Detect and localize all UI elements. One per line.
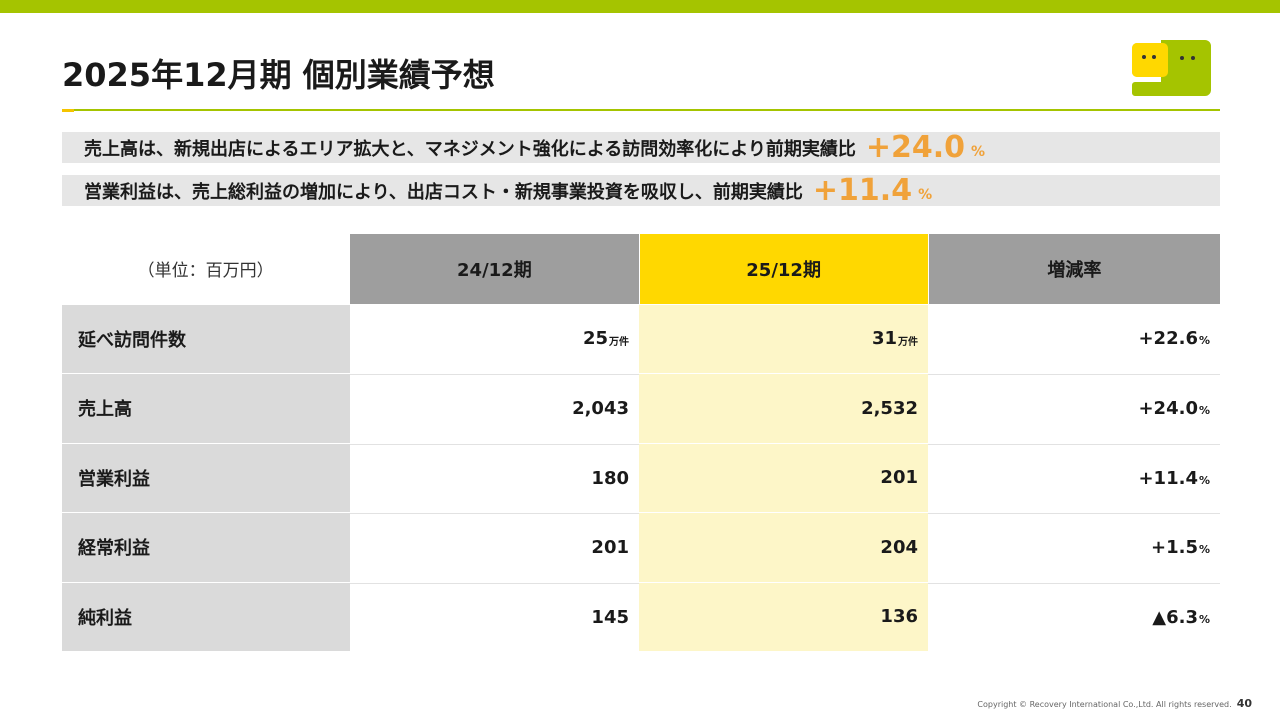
curr-value: 136 — [639, 582, 928, 651]
header-change-rate: 増減率 — [928, 234, 1220, 304]
rate-value: ▲6.3% — [928, 582, 1220, 652]
curr-value: 201 — [639, 443, 928, 512]
top-accent-bar — [0, 0, 1280, 13]
banner-value: +24.0 — [865, 129, 965, 165]
table-header-row: （単位：百万円） 24/12期 25/12期 増減率 — [62, 234, 1220, 304]
prev-value: 201 — [350, 513, 639, 582]
row-label: 純利益 — [62, 582, 350, 651]
banner-text: 売上高は、新規出店によるエリア拡大と、マネジメント強化による訪問効率化により前期… — [84, 138, 856, 160]
rate-value: +24.0% — [928, 374, 1220, 443]
curr-value: 31 万件 — [639, 304, 928, 373]
prev-value: 2,043 — [350, 374, 639, 443]
summary-banner-sales: 売上高は、新規出店によるエリア拡大と、マネジメント強化による訪問効率化により前期… — [62, 132, 1220, 163]
banner-unit: % — [918, 186, 933, 203]
row-label: 営業利益 — [62, 443, 350, 512]
banner-unit: % — [971, 143, 986, 160]
row-label: 売上高 — [62, 374, 350, 443]
prev-value: 25 万件 — [582, 328, 629, 350]
page-title: 2025年12月期 個別業績予想 — [62, 56, 495, 94]
table-row: 営業利益 180 201 +11.4% — [62, 442, 1220, 513]
header-prev-period: 24/12期 — [350, 234, 639, 304]
footer: Copyright © Recovery International Co.,L… — [977, 697, 1252, 710]
banner-text: 営業利益は、売上総利益の増加により、出店コスト・新規事業投資を吸収し、前期実績比 — [84, 181, 803, 203]
table-row: 経常利益 201 204 +1.5% — [62, 512, 1220, 582]
prev-value: 180 — [350, 443, 639, 513]
row-label: 延べ訪問件数 — [62, 304, 350, 373]
banner-value: +11.4 — [812, 172, 913, 208]
row-label: 経常利益 — [62, 513, 350, 582]
forecast-table: （単位：百万円） 24/12期 25/12期 増減率 延べ訪問件数 25 万件 3… — [62, 234, 1220, 651]
table-row: 純利益 145 136 ▲6.3% — [62, 581, 1220, 652]
curr-value: 2,532 — [639, 374, 928, 443]
table-row: 延べ訪問件数 25 万件 31 万件 +22.6% — [62, 303, 1220, 373]
title-underline — [62, 109, 1220, 111]
page-number: 40 — [1236, 697, 1252, 710]
copyright-text: Copyright © Recovery International Co.,L… — [977, 700, 1232, 709]
summary-banner-operating-profit: 営業利益は、売上総利益の増加により、出店コスト・新規事業投資を吸収し、前期実績比… — [62, 175, 1220, 206]
title-underline-accent — [62, 109, 74, 112]
rate-value: +22.6% — [1138, 328, 1210, 350]
prev-value: 145 — [350, 582, 639, 652]
unit-label: （単位：百万円） — [62, 234, 350, 304]
rate-value: +1.5% — [928, 513, 1220, 582]
header-current-period: 25/12期 — [639, 234, 928, 304]
curr-value: 204 — [639, 513, 928, 582]
table-row: 売上高 2,043 2,532 +24.0% — [62, 373, 1220, 443]
rate-value: +11.4% — [928, 443, 1220, 513]
company-logo-icon — [1132, 40, 1211, 96]
